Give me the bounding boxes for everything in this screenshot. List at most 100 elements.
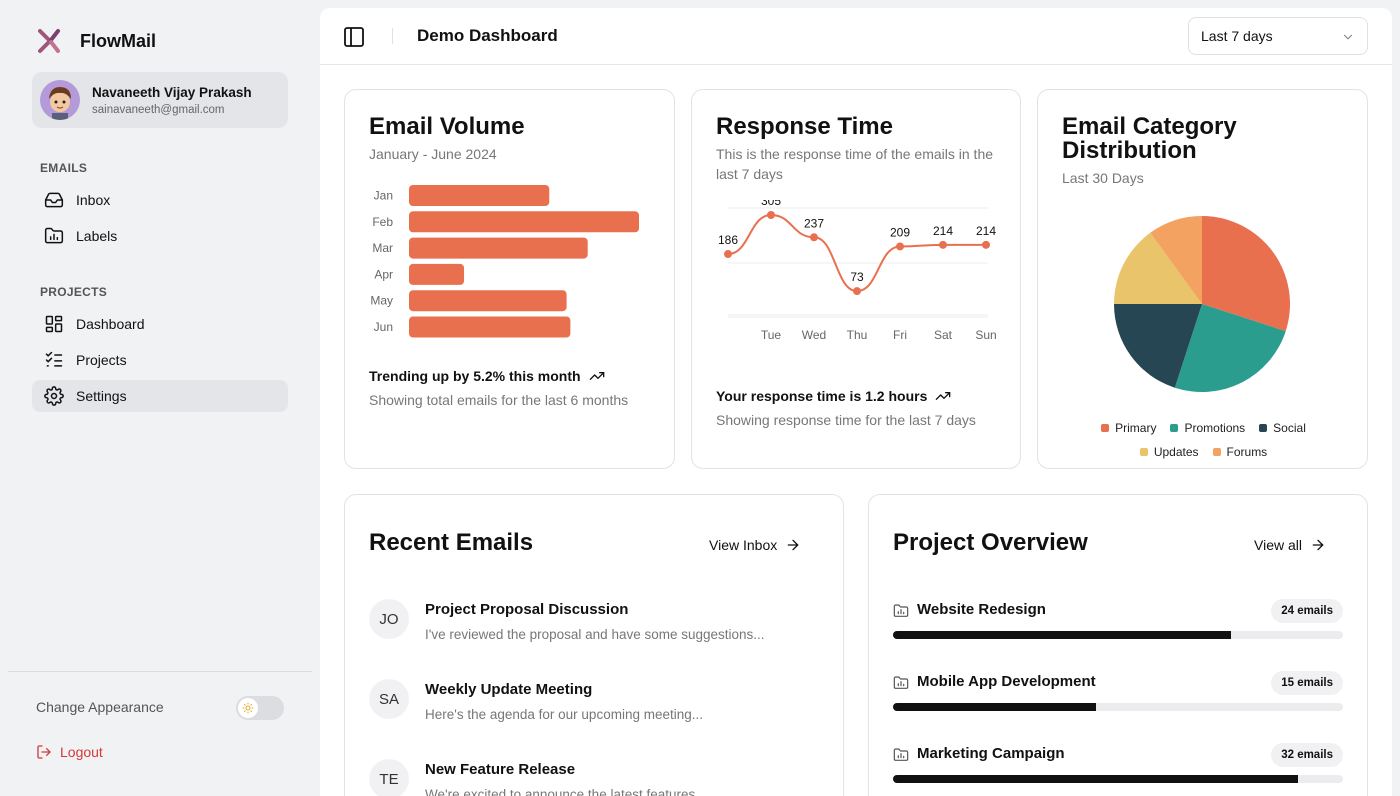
data-label: 214 <box>933 224 953 238</box>
card-title: Project Overview <box>893 529 1088 556</box>
email-subject: Weekly Update Meeting <box>425 681 593 698</box>
user-profile-card[interactable]: Navaneeth Vijay Prakash sainavaneeth@gma… <box>32 72 288 128</box>
pie-slice[interactable] <box>1114 232 1202 304</box>
sidebar-item-dashboard[interactable]: Dashboard <box>32 308 288 340</box>
category-pie-chart <box>1114 216 1290 392</box>
project-item[interactable]: Marketing Campaign 32 emails <box>893 743 1343 787</box>
x-tick-label: Sun <box>975 328 996 342</box>
sidebar-divider <box>8 671 312 672</box>
legend-item: Social <box>1259 416 1306 440</box>
sidebar-item-label: Dashboard <box>76 316 145 332</box>
legend-label: Primary <box>1115 421 1157 435</box>
bar[interactable] <box>409 185 550 206</box>
trending-up-icon <box>936 392 951 400</box>
bar-category-label: Jan <box>374 189 393 203</box>
email-list-item[interactable]: TE New Feature Release We're excited to … <box>369 759 819 796</box>
legend-item: Updates <box>1139 440 1199 464</box>
line-point[interactable] <box>939 240 947 249</box>
arrow-right-icon <box>787 539 799 551</box>
line-point[interactable] <box>982 240 990 249</box>
trending-up-icon <box>589 372 604 380</box>
email-avatar: SA <box>369 679 409 719</box>
sidebar-item-label: Projects <box>76 352 127 368</box>
line-point[interactable] <box>896 242 904 251</box>
legend-item: Forums <box>1212 440 1268 464</box>
x-tick-label: Fri <box>893 328 907 342</box>
legend-label: Updates <box>1153 445 1199 459</box>
pie-slice[interactable] <box>1150 216 1202 304</box>
bar[interactable] <box>409 290 567 312</box>
trend-text: Your response time is 1.2 hours <box>716 388 951 404</box>
card-title: Recent Emails <box>369 529 534 556</box>
user-email: sainavaneeth@gmail.com <box>92 103 225 116</box>
chevron-down-icon <box>1343 34 1353 40</box>
card-title: Email Volume <box>369 113 525 140</box>
project-name: Marketing Campaign <box>917 745 1065 762</box>
project-item[interactable]: Website Redesign 24 emails <box>893 599 1343 643</box>
pie-slice[interactable] <box>1114 304 1202 388</box>
email-list-item[interactable]: JO Project Proposal Discussion I've revi… <box>369 599 819 659</box>
data-label: 186 <box>718 233 738 247</box>
logout-label: Logout <box>60 744 103 760</box>
sidebar-item-settings[interactable]: Settings <box>32 380 288 412</box>
x-tick-label: Sat <box>934 328 953 342</box>
arrow-right-icon <box>1312 539 1324 551</box>
email-preview: We're excited to announce the latest fea… <box>425 787 707 796</box>
bar[interactable] <box>409 316 571 338</box>
line-point[interactable] <box>810 233 818 242</box>
sidebar-toggle-button[interactable] <box>342 25 366 49</box>
line-point[interactable] <box>767 211 775 219</box>
date-range-select[interactable]: Last 7 days <box>1188 17 1368 55</box>
bar[interactable] <box>409 237 588 259</box>
legend-label: Forums <box>1226 445 1268 459</box>
logout-icon <box>37 745 51 759</box>
card-title: Response Time <box>716 113 893 140</box>
sidebar-item-projects[interactable]: Projects <box>32 344 288 376</box>
project-progress-fill <box>893 775 1298 783</box>
x-tick-label: Wed <box>802 328 826 342</box>
folder-chart-icon <box>893 604 909 617</box>
main-panel: Demo Dashboard Last 7 days Email Volume … <box>320 8 1392 796</box>
trend-label: Your response time is 1.2 hours <box>716 388 928 404</box>
view-inbox-link[interactable]: View Inbox <box>709 537 801 553</box>
appearance-toggle[interactable] <box>236 696 284 720</box>
legend-swatch <box>1259 424 1268 432</box>
x-tick-label: Tue <box>761 328 782 342</box>
card-subtitle: This is the response time of the emails … <box>716 146 994 182</box>
project-item[interactable]: Mobile App Development 15 emails <box>893 671 1343 715</box>
legend-swatch <box>1139 448 1148 456</box>
view-all-label: View all <box>1254 537 1302 553</box>
email-preview: I've reviewed the proposal and have some… <box>425 627 765 642</box>
email-volume-card: Email Volume January - June 2024 Jan Feb M… <box>344 89 675 469</box>
view-all-projects-link[interactable]: View all <box>1254 537 1326 553</box>
change-appearance-label: Change Appearance <box>36 699 164 715</box>
card-subtitle: January - June 2024 <box>369 146 497 162</box>
logout-button[interactable]: Logout <box>36 744 103 760</box>
bar-category-label: Mar <box>372 241 393 255</box>
view-inbox-label: View Inbox <box>709 537 778 553</box>
pie-slice[interactable] <box>1174 304 1286 392</box>
email-list-item[interactable]: SA Weekly Update Meeting Here's the agen… <box>369 679 819 739</box>
brand[interactable]: FlowMail <box>38 28 156 54</box>
line-point[interactable] <box>853 287 861 296</box>
legend-label: Promotions <box>1184 421 1246 435</box>
bar[interactable] <box>409 211 639 233</box>
sidebar-item-labels[interactable]: Labels <box>32 220 288 252</box>
page-title: Demo Dashboard <box>417 26 558 45</box>
project-email-count-badge: 32 emails <box>1271 743 1343 767</box>
sidebar-item-inbox[interactable]: Inbox <box>32 184 288 216</box>
bar[interactable] <box>409 263 465 285</box>
sidebar-item-label: Labels <box>76 228 118 244</box>
bar-category-label: Jun <box>374 320 393 334</box>
data-label: 214 <box>976 224 996 238</box>
legend-label: Social <box>1273 421 1306 435</box>
email-volume-bar-chart: Jan Feb Mar Apr May Jun <box>370 185 639 338</box>
section-label-emails: EMAILS <box>40 161 88 175</box>
line-point[interactable] <box>724 250 732 259</box>
pie-slice[interactable] <box>1202 216 1290 332</box>
project-email-count-badge: 15 emails <box>1271 671 1343 695</box>
legend-item: Primary <box>1101 416 1156 440</box>
recent-emails-card: Recent Emails View Inbox JO Project Prop… <box>344 494 844 796</box>
email-subject: Project Proposal Discussion <box>425 601 629 618</box>
card-title: Email Category Distribution <box>1062 113 1237 164</box>
